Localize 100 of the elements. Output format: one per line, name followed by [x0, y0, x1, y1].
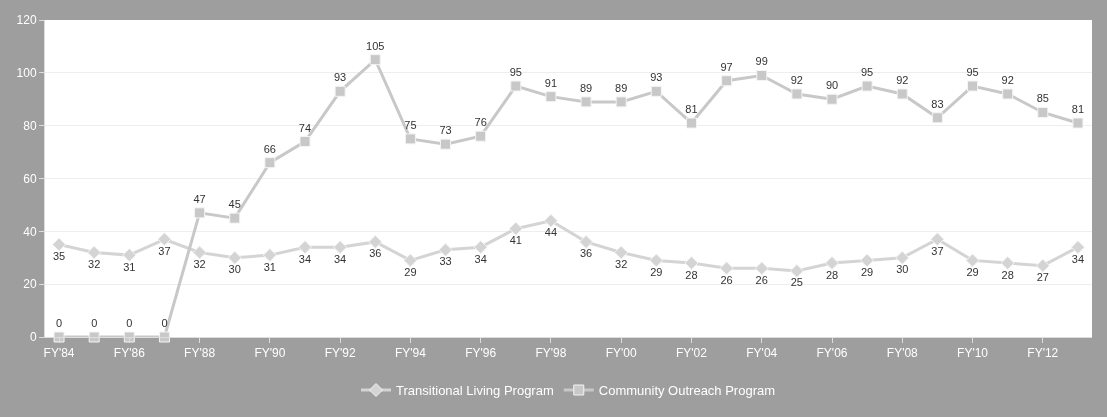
point — [297, 240, 312, 255]
point — [475, 130, 487, 142]
y-tick-label: 0 — [29, 330, 37, 345]
data-label: 93 — [334, 71, 347, 84]
point — [684, 256, 699, 271]
x-tick-label: FY'08 — [886, 346, 919, 361]
data-label: 73 — [439, 124, 452, 137]
data-label: 34 — [1071, 252, 1085, 265]
data-label: 81 — [685, 103, 698, 116]
data-label: 74 — [298, 121, 312, 134]
point — [1072, 117, 1084, 129]
data-label: 75 — [404, 118, 417, 131]
point — [334, 85, 346, 97]
x-tick-label: FY'00 — [605, 346, 638, 361]
data-label: 27 — [1036, 271, 1049, 284]
point — [262, 248, 277, 263]
data-label: 76 — [474, 116, 487, 129]
point — [192, 245, 207, 260]
point — [227, 250, 242, 265]
data-label: 95 — [861, 66, 874, 79]
data-label: 95 — [966, 66, 979, 79]
x-tick-label: FY'94 — [394, 346, 427, 361]
point — [88, 331, 100, 343]
point — [158, 331, 170, 343]
point — [754, 261, 769, 276]
data-label: 47 — [193, 192, 206, 205]
point — [1070, 240, 1085, 255]
data-label: 33 — [439, 255, 452, 268]
data-label: 36 — [579, 247, 593, 260]
data-label: 90 — [825, 79, 839, 92]
point — [440, 138, 452, 150]
x-tick-label: FY'92 — [324, 346, 356, 361]
data-label: 25 — [790, 276, 803, 289]
data-label: 85 — [1036, 92, 1049, 105]
data-label: 31 — [123, 260, 136, 273]
data-label: 99 — [755, 55, 768, 68]
data-label: 29 — [861, 265, 874, 278]
x-tick-label: FY'96 — [465, 346, 497, 361]
point — [264, 157, 276, 169]
x-tick-label: FY'12 — [1027, 346, 1059, 361]
data-label: 37 — [158, 244, 171, 257]
data-label: 29 — [966, 265, 979, 278]
point — [826, 93, 838, 105]
data-label: 32 — [615, 257, 628, 270]
data-label: 34 — [334, 252, 347, 265]
point — [965, 253, 980, 268]
data-label: 31 — [263, 260, 276, 273]
point — [719, 261, 734, 276]
point — [685, 117, 697, 129]
y-tick-label: 40 — [23, 224, 37, 239]
point — [896, 88, 908, 100]
point — [1037, 106, 1049, 118]
point — [895, 250, 910, 265]
y-tick-label: 120 — [16, 13, 37, 28]
point — [545, 91, 557, 103]
point — [1002, 88, 1014, 100]
point — [615, 96, 627, 108]
data-label: 36 — [369, 247, 382, 260]
data-label: 26 — [720, 273, 733, 286]
point — [931, 112, 943, 124]
point — [299, 136, 311, 148]
data-label: 28 — [685, 268, 698, 281]
point — [403, 253, 418, 268]
data-label: 44 — [544, 226, 558, 239]
data-label: 34 — [474, 252, 487, 265]
point — [229, 212, 241, 224]
x-tick-label: FY'86 — [113, 346, 146, 361]
legend-label: Transitional Living Program — [396, 383, 554, 399]
point — [860, 253, 875, 268]
point — [825, 256, 840, 271]
x-tick-label: FY'84 — [43, 346, 75, 361]
y-tick-label: 100 — [16, 66, 37, 81]
point — [123, 331, 135, 343]
data-label: 37 — [931, 244, 944, 257]
point — [721, 75, 733, 87]
point — [368, 234, 383, 249]
point — [789, 263, 804, 278]
point — [580, 96, 592, 108]
point — [369, 54, 381, 66]
point — [508, 221, 523, 236]
x-tick-label: FY'04 — [746, 346, 778, 361]
y-tick-label: 60 — [23, 171, 37, 186]
legend-label: Community Outreach Program — [598, 383, 776, 399]
point — [579, 234, 594, 249]
point — [543, 213, 558, 228]
data-label: 105 — [366, 39, 385, 52]
point — [930, 232, 945, 247]
data-label: 35 — [52, 250, 66, 263]
point — [967, 80, 979, 92]
data-label: 41 — [509, 234, 522, 247]
point — [122, 248, 137, 263]
x-tick-label: FY'88 — [184, 346, 216, 361]
data-label: 28 — [825, 268, 839, 281]
x-tick-label: FY'02 — [675, 346, 708, 361]
point — [404, 133, 416, 145]
point — [614, 245, 629, 260]
data-label: 28 — [1001, 268, 1014, 281]
data-label: 66 — [263, 142, 276, 155]
point — [650, 85, 662, 97]
point — [333, 240, 348, 255]
